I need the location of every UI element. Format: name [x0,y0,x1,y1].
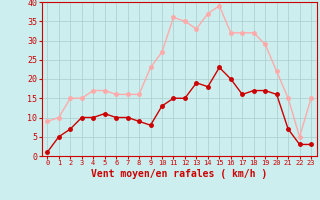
X-axis label: Vent moyen/en rafales ( km/h ): Vent moyen/en rafales ( km/h ) [91,169,267,179]
